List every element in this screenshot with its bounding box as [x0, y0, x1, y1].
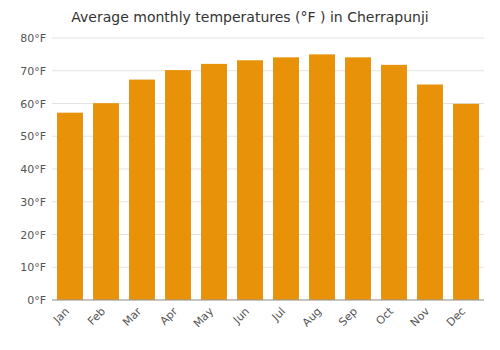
y-tick-label: 80°F [20, 32, 46, 45]
y-tick-label: 70°F [20, 65, 46, 78]
y-tick-label: 50°F [20, 130, 46, 143]
bar [345, 57, 371, 300]
x-tick-label: Jan [50, 305, 72, 327]
chart: Average monthly temperatures (°F ) in Ch… [0, 0, 500, 350]
chart-container: Average monthly temperatures (°F ) in Ch… [0, 0, 500, 350]
bar [273, 57, 299, 300]
x-tick-label: Jun [230, 305, 252, 327]
bar [381, 65, 407, 300]
x-tick-label: Feb [85, 305, 108, 328]
y-tick-label: 40°F [20, 163, 46, 176]
bar [165, 70, 191, 300]
grid-line [52, 38, 484, 39]
grid [52, 38, 484, 300]
bar [309, 54, 335, 300]
y-tick-label: 60°F [20, 98, 46, 111]
bar [57, 113, 83, 300]
y-tick-label: 30°F [20, 196, 46, 209]
y-axis: 0°F 10°F 20°F 30°F 40°F 50°F 60°F 70°F 80°F [20, 32, 46, 307]
x-axis: Jan Feb Mar Apr May Jun Jul Aug Sep Oct Nov Dec [50, 300, 484, 330]
bar [417, 85, 443, 300]
title: Average monthly temperatures (°F ) in Ch… [71, 9, 428, 25]
x-tick-label: Apr [157, 305, 180, 328]
bar [453, 104, 479, 300]
y-tick-label: 0°F [27, 294, 46, 307]
x-tick-label: Jul [269, 305, 288, 324]
grid-line [52, 70, 484, 71]
x-axis-line [52, 300, 484, 301]
x-tick-label: Nov [408, 305, 433, 330]
bar [129, 80, 155, 300]
x-tick-label: Mar [120, 305, 144, 329]
y-tick-label: 20°F [20, 229, 46, 242]
x-tick-label: May [191, 305, 217, 331]
x-tick-label: Sep [336, 305, 360, 329]
bar [93, 103, 119, 300]
bars [57, 54, 479, 300]
grid-line [52, 300, 484, 301]
x-tick-label: Oct [373, 304, 396, 327]
x-tick-label: Aug [300, 305, 324, 329]
y-tick-label: 10°F [20, 261, 46, 274]
bar [237, 60, 263, 300]
bar [201, 64, 227, 300]
x-tick-label: Dec [444, 305, 468, 329]
